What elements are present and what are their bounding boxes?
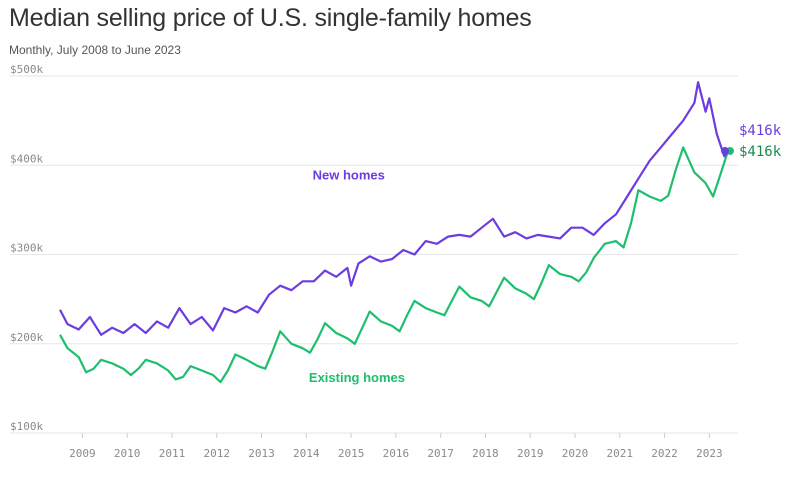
series-name-existing: Existing homes xyxy=(309,370,405,385)
x-tick-label: 2019 xyxy=(517,447,544,460)
grid-lines xyxy=(10,75,738,434)
series-line-new xyxy=(59,81,729,336)
x-tick-label: 2022 xyxy=(651,447,678,460)
y-tick-label: $300k xyxy=(10,242,43,255)
x-tick-label: 2011 xyxy=(159,447,186,460)
y-tick-label: $100k xyxy=(10,420,43,433)
x-tick-label: 2020 xyxy=(562,447,589,460)
x-axis-ticks: 2009 2010 2011 2012 2013 2014 2015 2016 2017 2018… xyxy=(69,433,723,460)
y-tick-label: $500k xyxy=(10,63,43,76)
x-tick-label: 2023 xyxy=(696,447,723,460)
y-axis-ticks: $100k $200k $300k $400k $500k xyxy=(10,63,43,433)
x-tick-label: 2010 xyxy=(114,447,141,460)
x-tick-label: 2015 xyxy=(338,447,365,460)
series-labels: $416k $416k New homes Existing homes xyxy=(309,123,782,385)
x-tick-label: 2012 xyxy=(203,447,230,460)
x-tick-label: 2017 xyxy=(427,447,454,460)
x-tick-label: 2013 xyxy=(248,447,275,460)
x-tick-label: 2009 xyxy=(69,447,96,460)
end-label-existing: $416k xyxy=(739,144,782,160)
x-tick-label: 2018 xyxy=(472,447,499,460)
x-tick-label: 2014 xyxy=(293,447,320,460)
series-lines xyxy=(59,81,734,384)
y-tick-label: $200k xyxy=(10,331,43,344)
series-line-existing xyxy=(59,146,730,384)
page-subtitle: Monthly, July 2008 to June 2023 xyxy=(9,43,181,57)
x-tick-label: 2016 xyxy=(383,447,410,460)
y-tick-label: $400k xyxy=(10,152,43,165)
page-title: Median selling price of U.S. single-fami… xyxy=(9,4,532,32)
end-label-new: $416k xyxy=(739,123,782,139)
x-tick-label: 2021 xyxy=(607,447,634,460)
series-name-new: New homes xyxy=(313,168,385,183)
end-point-new xyxy=(721,146,729,155)
